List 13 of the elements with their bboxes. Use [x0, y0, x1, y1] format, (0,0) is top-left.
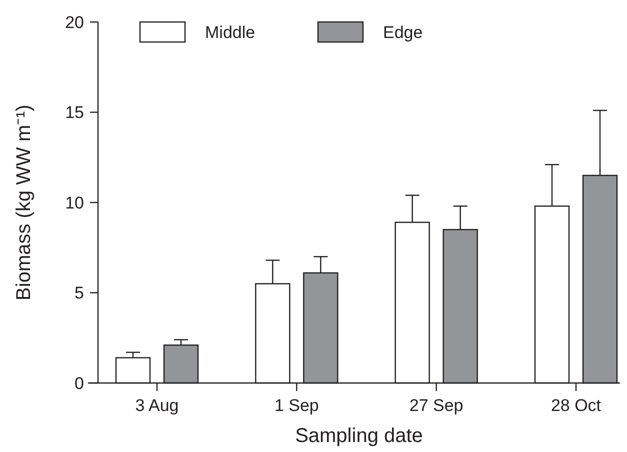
y-tick-label: 10 [65, 193, 84, 212]
x-axis-title: Sampling date [295, 425, 423, 447]
y-axis-title: Biomass (kg WW m⁻¹) [13, 104, 35, 300]
y-tick-label: 5 [74, 284, 84, 303]
x-tick-label: 1 Sep [274, 396, 319, 415]
legend-label: Edge [383, 22, 423, 42]
y-tick-label: 15 [65, 103, 84, 122]
x-tick-label: 28 Oct [550, 396, 602, 415]
x-tick-label: 27 Sep [409, 396, 464, 415]
y-tick-label: 0 [74, 374, 84, 393]
y-tick-label: 20 [65, 12, 84, 32]
x-tick-label: 3 Aug [135, 396, 179, 415]
legend-label: Middle [205, 22, 256, 42]
